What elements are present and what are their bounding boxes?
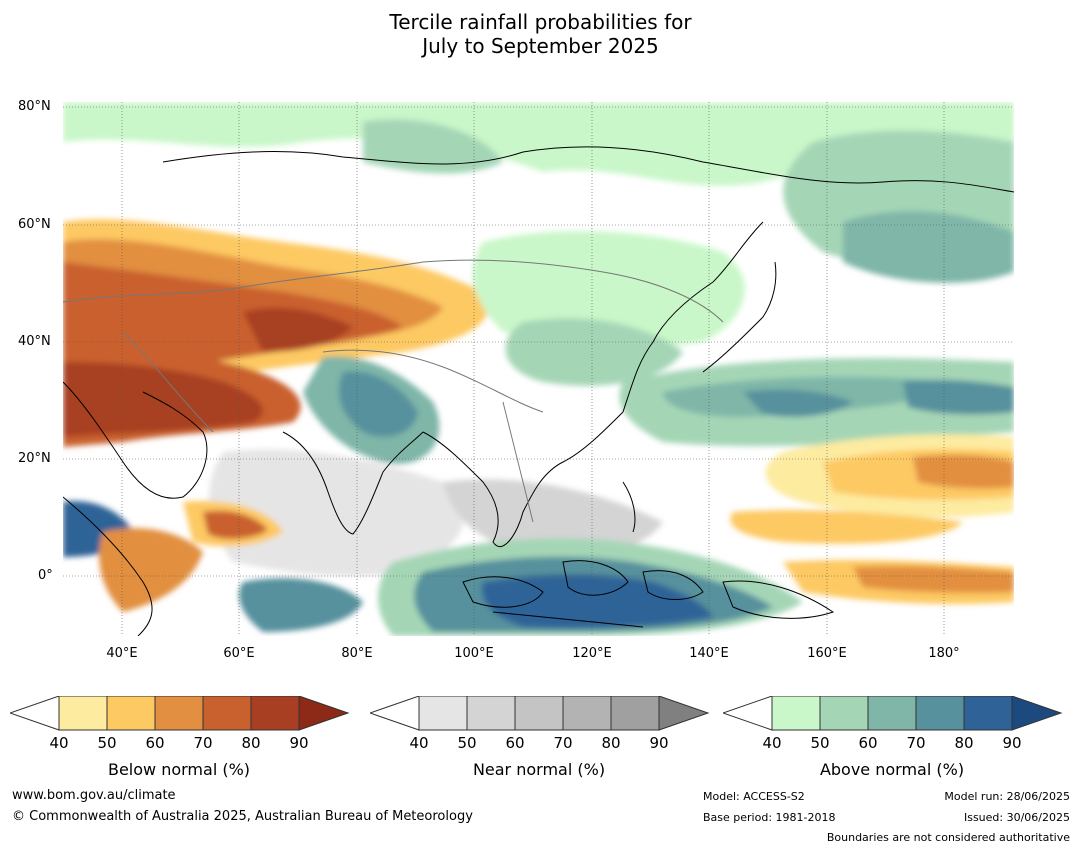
- colorbar-near-normal: [370, 696, 710, 731]
- copyright-text: © Commonwealth of Australia 2025, Austra…: [12, 809, 473, 824]
- colorbar-below-label: Below normal (%): [107, 760, 251, 779]
- colorbar-near-tick: 40: [409, 734, 429, 752]
- colorbar-below-tick: 70: [193, 734, 213, 752]
- lon-label-160e: 160°E: [807, 646, 847, 661]
- colorbar-near-tick: 90: [649, 734, 669, 752]
- colorbar-above-normal: [723, 696, 1063, 731]
- map-coastlines: [63, 146, 1014, 636]
- map-borders: [63, 259, 724, 523]
- colorbar-above-label: Above normal (%): [819, 760, 965, 779]
- colorbar-below-tick: 90: [289, 734, 309, 752]
- lat-label-80n: 80°N: [18, 99, 51, 114]
- lon-label-60e: 60°E: [223, 646, 255, 661]
- base-period-text: Base period: 1981-2018: [703, 811, 836, 824]
- lat-label-60n: 60°N: [18, 217, 51, 232]
- model-run-text: Model run: 28/06/2025: [944, 790, 1070, 803]
- map-title: Tercile rainfall probabilities for July …: [0, 10, 1081, 58]
- colorbar-below-normal: [10, 696, 350, 731]
- lat-label-20n: 20°N: [18, 451, 51, 466]
- disclaimer-text: Boundaries are not considered authoritat…: [826, 831, 1070, 844]
- colorbar-above-tick: 40: [762, 734, 782, 752]
- lon-label-100e: 100°E: [454, 646, 494, 661]
- issued-text: Issued: 30/06/2025: [963, 811, 1070, 824]
- lon-label-80e: 80°E: [341, 646, 373, 661]
- colorbar-above-tick: 80: [954, 734, 974, 752]
- lon-label-140e: 140°E: [689, 646, 729, 661]
- colorbar-above-tick: 50: [810, 734, 830, 752]
- colorbar-above-tick: 90: [1002, 734, 1022, 752]
- colorbar-near-label: Near normal (%): [472, 760, 606, 779]
- model-text: Model: ACCESS-S2: [703, 790, 805, 803]
- colorbar-near-tick: 70: [553, 734, 573, 752]
- lon-label-40e: 40°E: [106, 646, 138, 661]
- lat-label-0: 0°: [38, 568, 53, 583]
- colorbar-above-tick: 70: [906, 734, 926, 752]
- map-title-line1: Tercile rainfall probabilities for: [389, 10, 692, 34]
- colorbar-near-tick: 50: [457, 734, 477, 752]
- colorbar-near-tick: 60: [505, 734, 525, 752]
- colorbar-above-tick: 60: [858, 734, 878, 752]
- colorbar-below-tick: 50: [97, 734, 117, 752]
- map-gridlines: [63, 102, 1014, 636]
- colorbar-below-tick: 60: [145, 734, 165, 752]
- lon-label-180: 180°: [928, 646, 960, 661]
- colorbar-below-tick: 40: [49, 734, 69, 752]
- website-link[interactable]: www.bom.gov.au/climate: [12, 788, 176, 803]
- colorbar-below-tick: 80: [241, 734, 261, 752]
- map-canvas: [63, 102, 1014, 636]
- colorbar-near-tick: 80: [601, 734, 621, 752]
- probability-map: [63, 102, 1014, 636]
- map-title-line2: July to September 2025: [422, 34, 659, 58]
- lat-label-40n: 40°N: [18, 334, 51, 349]
- lon-label-120e: 120°E: [572, 646, 612, 661]
